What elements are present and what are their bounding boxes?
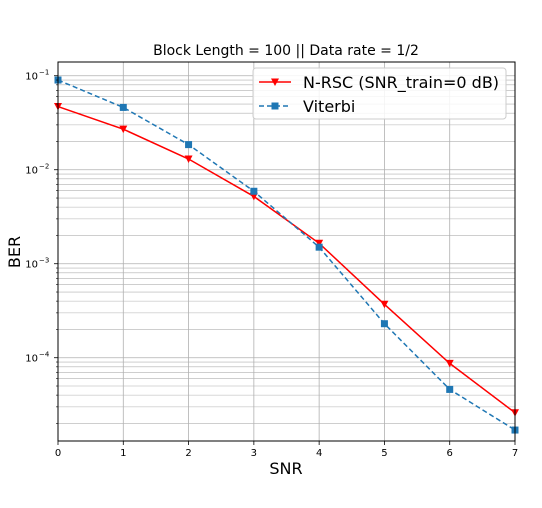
y-tick-label: 10 −2	[25, 163, 49, 177]
data-point	[445, 359, 454, 368]
data-point	[315, 243, 323, 251]
data-point	[119, 103, 127, 111]
legend-marker	[271, 102, 279, 110]
x-tick-label: 3	[251, 448, 257, 459]
y-tick-exponent: −3	[39, 257, 49, 265]
x-tick-label: 5	[381, 448, 387, 459]
plot-frame	[57, 61, 516, 442]
legend: N-RSC (SNR_train=0 dB) Viterbi	[252, 67, 507, 120]
legend-label: Viterbi	[303, 97, 355, 116]
y-tick-exponent: −4	[39, 351, 50, 359]
x-tick-label: 1	[120, 448, 126, 459]
data-point	[446, 385, 454, 393]
chart-title: Block Length = 100 || Data rate = 1/2	[153, 43, 419, 59]
data-point	[380, 320, 388, 328]
data-point	[119, 125, 128, 134]
series-n-rsc	[54, 103, 519, 417]
data-point	[315, 239, 324, 248]
y-tick-base: 10	[25, 72, 38, 83]
y-tick-base: 10	[25, 354, 38, 365]
y-tick-base: 10	[25, 260, 38, 271]
series-line	[57, 105, 516, 414]
y-tick-label: 10 −3	[25, 257, 49, 271]
y-axis-label: BER	[5, 236, 24, 268]
x-axis-label: SNR	[269, 459, 302, 478]
legend-box	[252, 67, 507, 120]
series-line	[57, 79, 516, 431]
x-tick-label: 7	[512, 448, 518, 459]
y-tick-label: 10 −4	[25, 351, 50, 365]
data-point	[185, 141, 193, 149]
x-tick-label: 6	[447, 448, 453, 459]
legend-label: N-RSC (SNR_train=0 dB)	[303, 73, 499, 93]
y-tick-exponent: −2	[39, 163, 49, 171]
x-tick-label: 2	[185, 448, 191, 459]
x-tick-label: 4	[316, 448, 322, 459]
data-point	[380, 300, 389, 309]
x-tick-label: 0	[55, 448, 61, 459]
data-point	[249, 192, 258, 201]
y-tick-label: 10 −1	[25, 69, 49, 83]
ticks: 0 1 2 3 4 5 6 710−110−210−310−4	[25, 69, 518, 459]
y-tick-base: 10	[25, 166, 38, 177]
data-point	[184, 155, 193, 164]
data-point	[250, 187, 258, 195]
y-tick-exponent: −1	[39, 69, 49, 77]
legend-marker	[271, 78, 279, 86]
